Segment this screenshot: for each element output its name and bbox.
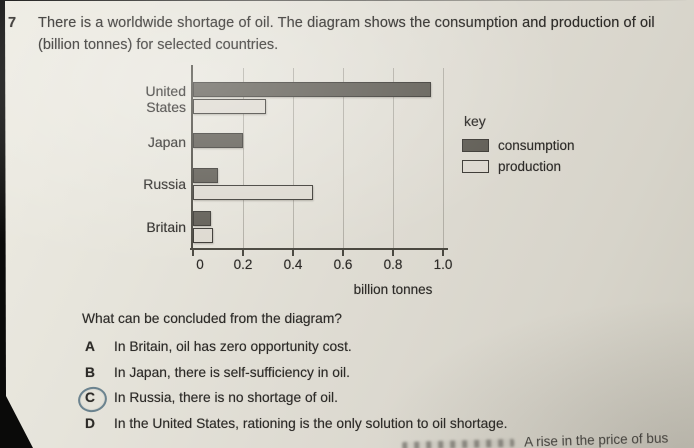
key-row-production: production [462, 159, 575, 174]
chart-key: key consumption production [462, 113, 575, 180]
question-intro-line2: (billion tonnes) for selected countries. [38, 37, 279, 53]
answer-circle-pen-mark [75, 383, 110, 415]
bar-production-russia [193, 184, 313, 200]
option-letter-B: B [85, 364, 95, 380]
tick-mark-0.6 [342, 250, 344, 256]
option-letter-C: C [75, 383, 114, 415]
option-row-D: D In the United States, rationing is the … [85, 416, 507, 433]
bar-consumption-russia [193, 167, 218, 183]
category-label-united-states: United States [145, 83, 186, 116]
x-axis-title: billion tonnes [353, 282, 433, 297]
answer-options: A In Britain, oil has zero opportunity co… [75, 339, 507, 441]
bar-consumption-britain [193, 210, 211, 226]
option-text-C: In Russia, there is no shortage of oil. [114, 390, 338, 405]
category-label-japan: Japan [147, 133, 186, 150]
option-text-B: In Japan, there is self-sufficiency in o… [114, 364, 350, 380]
tick-mark-1.0 [442, 250, 444, 256]
tick-label-0: 0 [196, 257, 204, 272]
option-row-C: C In Russia, there is no shortage of oil. [75, 383, 507, 415]
key-label-production: production [498, 159, 562, 174]
question-intro-line1: There is a worldwide shortage of oil. Th… [38, 15, 655, 31]
option-text-A: In Britain, oil has zero opportunity cos… [114, 339, 352, 354]
option-row-A: A In Britain, oil has zero opportunity co… [85, 339, 507, 356]
bar-production-united-states [193, 98, 266, 114]
gridline-0.8 [393, 68, 394, 248]
category-label-britain: Britain [146, 218, 186, 235]
gridline-0.4 [293, 68, 294, 248]
category-label-russia: Russia [143, 176, 186, 193]
key-rows: consumption production [462, 138, 575, 174]
option-text-D: In the United States, rationing is the o… [114, 415, 508, 431]
option-row-B: B In Japan, there is self-sufficiency in … [85, 365, 507, 382]
blurred-text-smudge [402, 438, 515, 448]
bar-row-russia [193, 162, 443, 205]
tick-label-1.0: 1.0 [433, 257, 453, 272]
bar-row-japan [193, 119, 443, 162]
tick-label-0.6: 0.6 [333, 257, 353, 272]
x-axis-line [190, 248, 448, 250]
bar-consumption-united-states [193, 81, 431, 97]
gridline-0.6 [343, 68, 344, 248]
tick-label-0.8: 0.8 [383, 257, 403, 272]
option-letter-A: A [85, 339, 95, 354]
tick-mark-0.2 [242, 250, 244, 256]
key-swatch-production [462, 160, 489, 173]
key-swatch-consumption [462, 139, 489, 152]
plot-area: 0 0.2 0.4 0.6 0.8 1.0 billion tonnes [190, 65, 452, 297]
key-title: key [464, 113, 486, 129]
bar-consumption-japan [193, 133, 243, 148]
gridline-0.2 [243, 68, 244, 248]
key-label-consumption: consumption [498, 138, 575, 153]
bar-row-britain [193, 205, 443, 248]
category-labels: United States Japan Russia Britain [120, 78, 186, 248]
bar-rows [193, 76, 443, 248]
tick-mark-0.8 [392, 250, 394, 256]
key-row-consumption: consumption [462, 138, 575, 153]
cutoff-fragment: A rise in the price of bus [523, 430, 669, 448]
tick-label-0.2: 0.2 [233, 257, 253, 272]
bar-row-united-states [193, 76, 443, 119]
y-axis-line [191, 65, 193, 250]
question-number: 7 [8, 15, 17, 31]
tick-mark-0.4 [292, 250, 294, 256]
tick-mark-0 [192, 250, 194, 256]
tick-label-0.4: 0.4 [283, 257, 303, 272]
gridline-1.0 [443, 68, 444, 248]
oil-bar-chart: United States Japan Russia Britain 0 0.2 0.4 0… [120, 65, 465, 311]
bar-production-britain [193, 227, 213, 243]
question-prompt: What can be concluded from the diagram? [82, 311, 342, 326]
option-letter-D: D [85, 415, 95, 431]
